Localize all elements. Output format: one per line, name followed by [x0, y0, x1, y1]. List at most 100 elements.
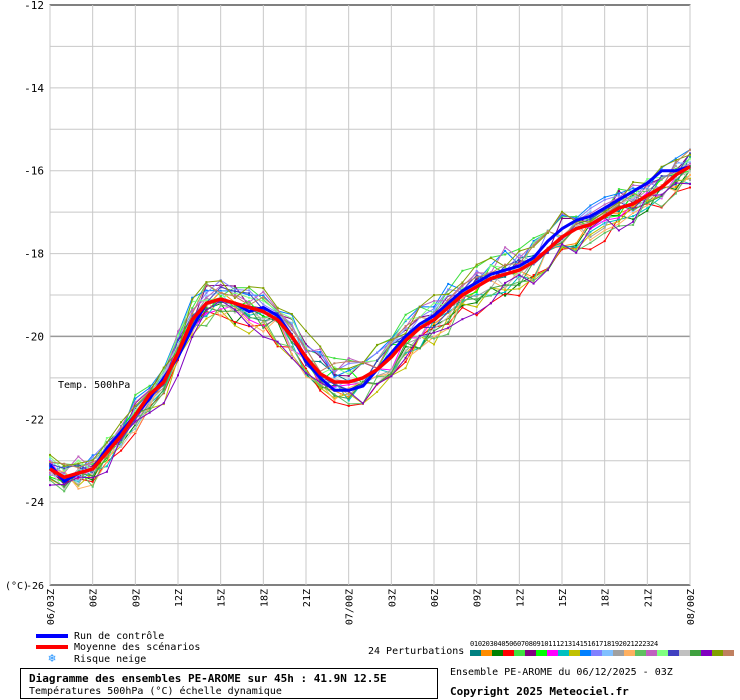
perturbation-swatch [624, 650, 635, 656]
perturbation-point [233, 305, 236, 308]
perturbation-point [546, 230, 549, 233]
perturbation-point [233, 288, 236, 291]
perturbation-point [191, 308, 194, 311]
perturbation-point [603, 198, 606, 201]
perturbation-point [233, 321, 236, 324]
perturbation-point [49, 477, 51, 480]
perturbation-point [120, 421, 123, 424]
perturbation-point [674, 157, 677, 160]
perturbation-swatch [492, 650, 503, 656]
perturbation-point [219, 304, 222, 307]
perturbation-point [575, 250, 578, 252]
perturbation-point [262, 317, 265, 320]
perturbation-point [148, 411, 151, 414]
perturbation-point [376, 343, 379, 346]
perturbation-point [404, 320, 407, 323]
perturbation-point [63, 471, 66, 474]
perturbation-point [105, 442, 108, 445]
perturbation-point [575, 225, 578, 227]
perturbation-point [532, 245, 535, 248]
perturbation-point [561, 238, 563, 241]
perturbation-point [475, 276, 478, 279]
perturbation-point [134, 397, 137, 400]
perturbation-point [646, 191, 649, 194]
perturbation-point [205, 292, 208, 294]
run-info: Ensemble PE-AROME du 06/12/2025 - 03Z [450, 667, 673, 678]
perturbation-point [333, 370, 336, 373]
perturbation-point [603, 203, 606, 206]
perturbation-point [518, 253, 521, 256]
perturbation-point [589, 233, 592, 236]
perturbation-point [518, 250, 521, 253]
perturbation-point [105, 459, 108, 462]
perturbation-point [575, 251, 578, 254]
perturbations-label: 24 Perturbations [368, 646, 465, 657]
perturbation-point [617, 194, 620, 197]
perturbation-point [632, 218, 635, 221]
perturbation-point [290, 317, 293, 320]
perturbation-point [276, 308, 279, 311]
perturbation-point [276, 312, 279, 315]
perturbation-point [290, 341, 293, 344]
perturbation-point [77, 484, 80, 487]
perturbation-point [689, 182, 691, 185]
y-tick-label: -24 [24, 496, 44, 509]
perturbation-swatch [723, 650, 734, 656]
perturbation-point [433, 305, 435, 308]
perturbation-point [632, 208, 635, 211]
perturbation-point [105, 454, 108, 457]
perturbation-point [49, 471, 51, 474]
perturbation-point [319, 381, 322, 384]
perturbation-point [191, 323, 194, 326]
perturbation-point [518, 282, 521, 285]
perturbation-point [233, 296, 236, 299]
perturbation-point [646, 190, 649, 193]
perturbation-point [589, 220, 592, 223]
perturbation-point [589, 241, 592, 244]
perturbation-point [191, 334, 194, 337]
perturbation-point [390, 338, 393, 341]
perturbation-point [475, 274, 478, 277]
perturbation-point [347, 359, 350, 362]
perturbation-point [305, 372, 307, 375]
perturbation-point [447, 298, 450, 301]
perturbation-point [77, 479, 80, 482]
perturbation-point [262, 326, 265, 329]
perturbation-point [162, 386, 165, 389]
perturbation-point [205, 307, 208, 310]
perturbation-point [489, 279, 492, 282]
perturbation-point [91, 454, 94, 457]
perturbation-point [134, 422, 137, 425]
perturbation-point [49, 463, 51, 465]
perturbation-point [177, 347, 179, 350]
perturbation-point [191, 296, 194, 299]
perturbation-point [120, 439, 123, 442]
perturbation-point [660, 195, 663, 197]
perturbation-point [461, 285, 464, 288]
perturbation-point [433, 337, 435, 340]
perturbation-point [361, 380, 364, 383]
perturbation-point [333, 385, 336, 388]
perturbation-point [575, 215, 578, 218]
perturbation-point [134, 431, 137, 434]
perturbation-point [162, 383, 165, 386]
perturbation-point [418, 305, 421, 308]
perturbation-point [233, 322, 236, 325]
y-tick-label: -22 [24, 413, 44, 426]
perturbation-point [632, 197, 635, 199]
perturbation-point [589, 218, 592, 221]
perturbation-point [305, 351, 307, 354]
perturbation-point [91, 485, 94, 488]
perturbation-point [219, 310, 222, 313]
perturbation-point [532, 276, 535, 279]
perturbation-point [433, 331, 435, 334]
perturbation-swatch [701, 650, 712, 656]
perturbation-point [148, 405, 151, 408]
legend-mean: Moyenne des scénarios [36, 642, 200, 653]
perturbation-point [475, 278, 478, 281]
perturbation-point [475, 265, 478, 268]
perturbation-point [461, 302, 464, 305]
perturbation-point [404, 343, 407, 345]
perturbation-point [433, 343, 435, 346]
perturbation-point [689, 161, 691, 164]
